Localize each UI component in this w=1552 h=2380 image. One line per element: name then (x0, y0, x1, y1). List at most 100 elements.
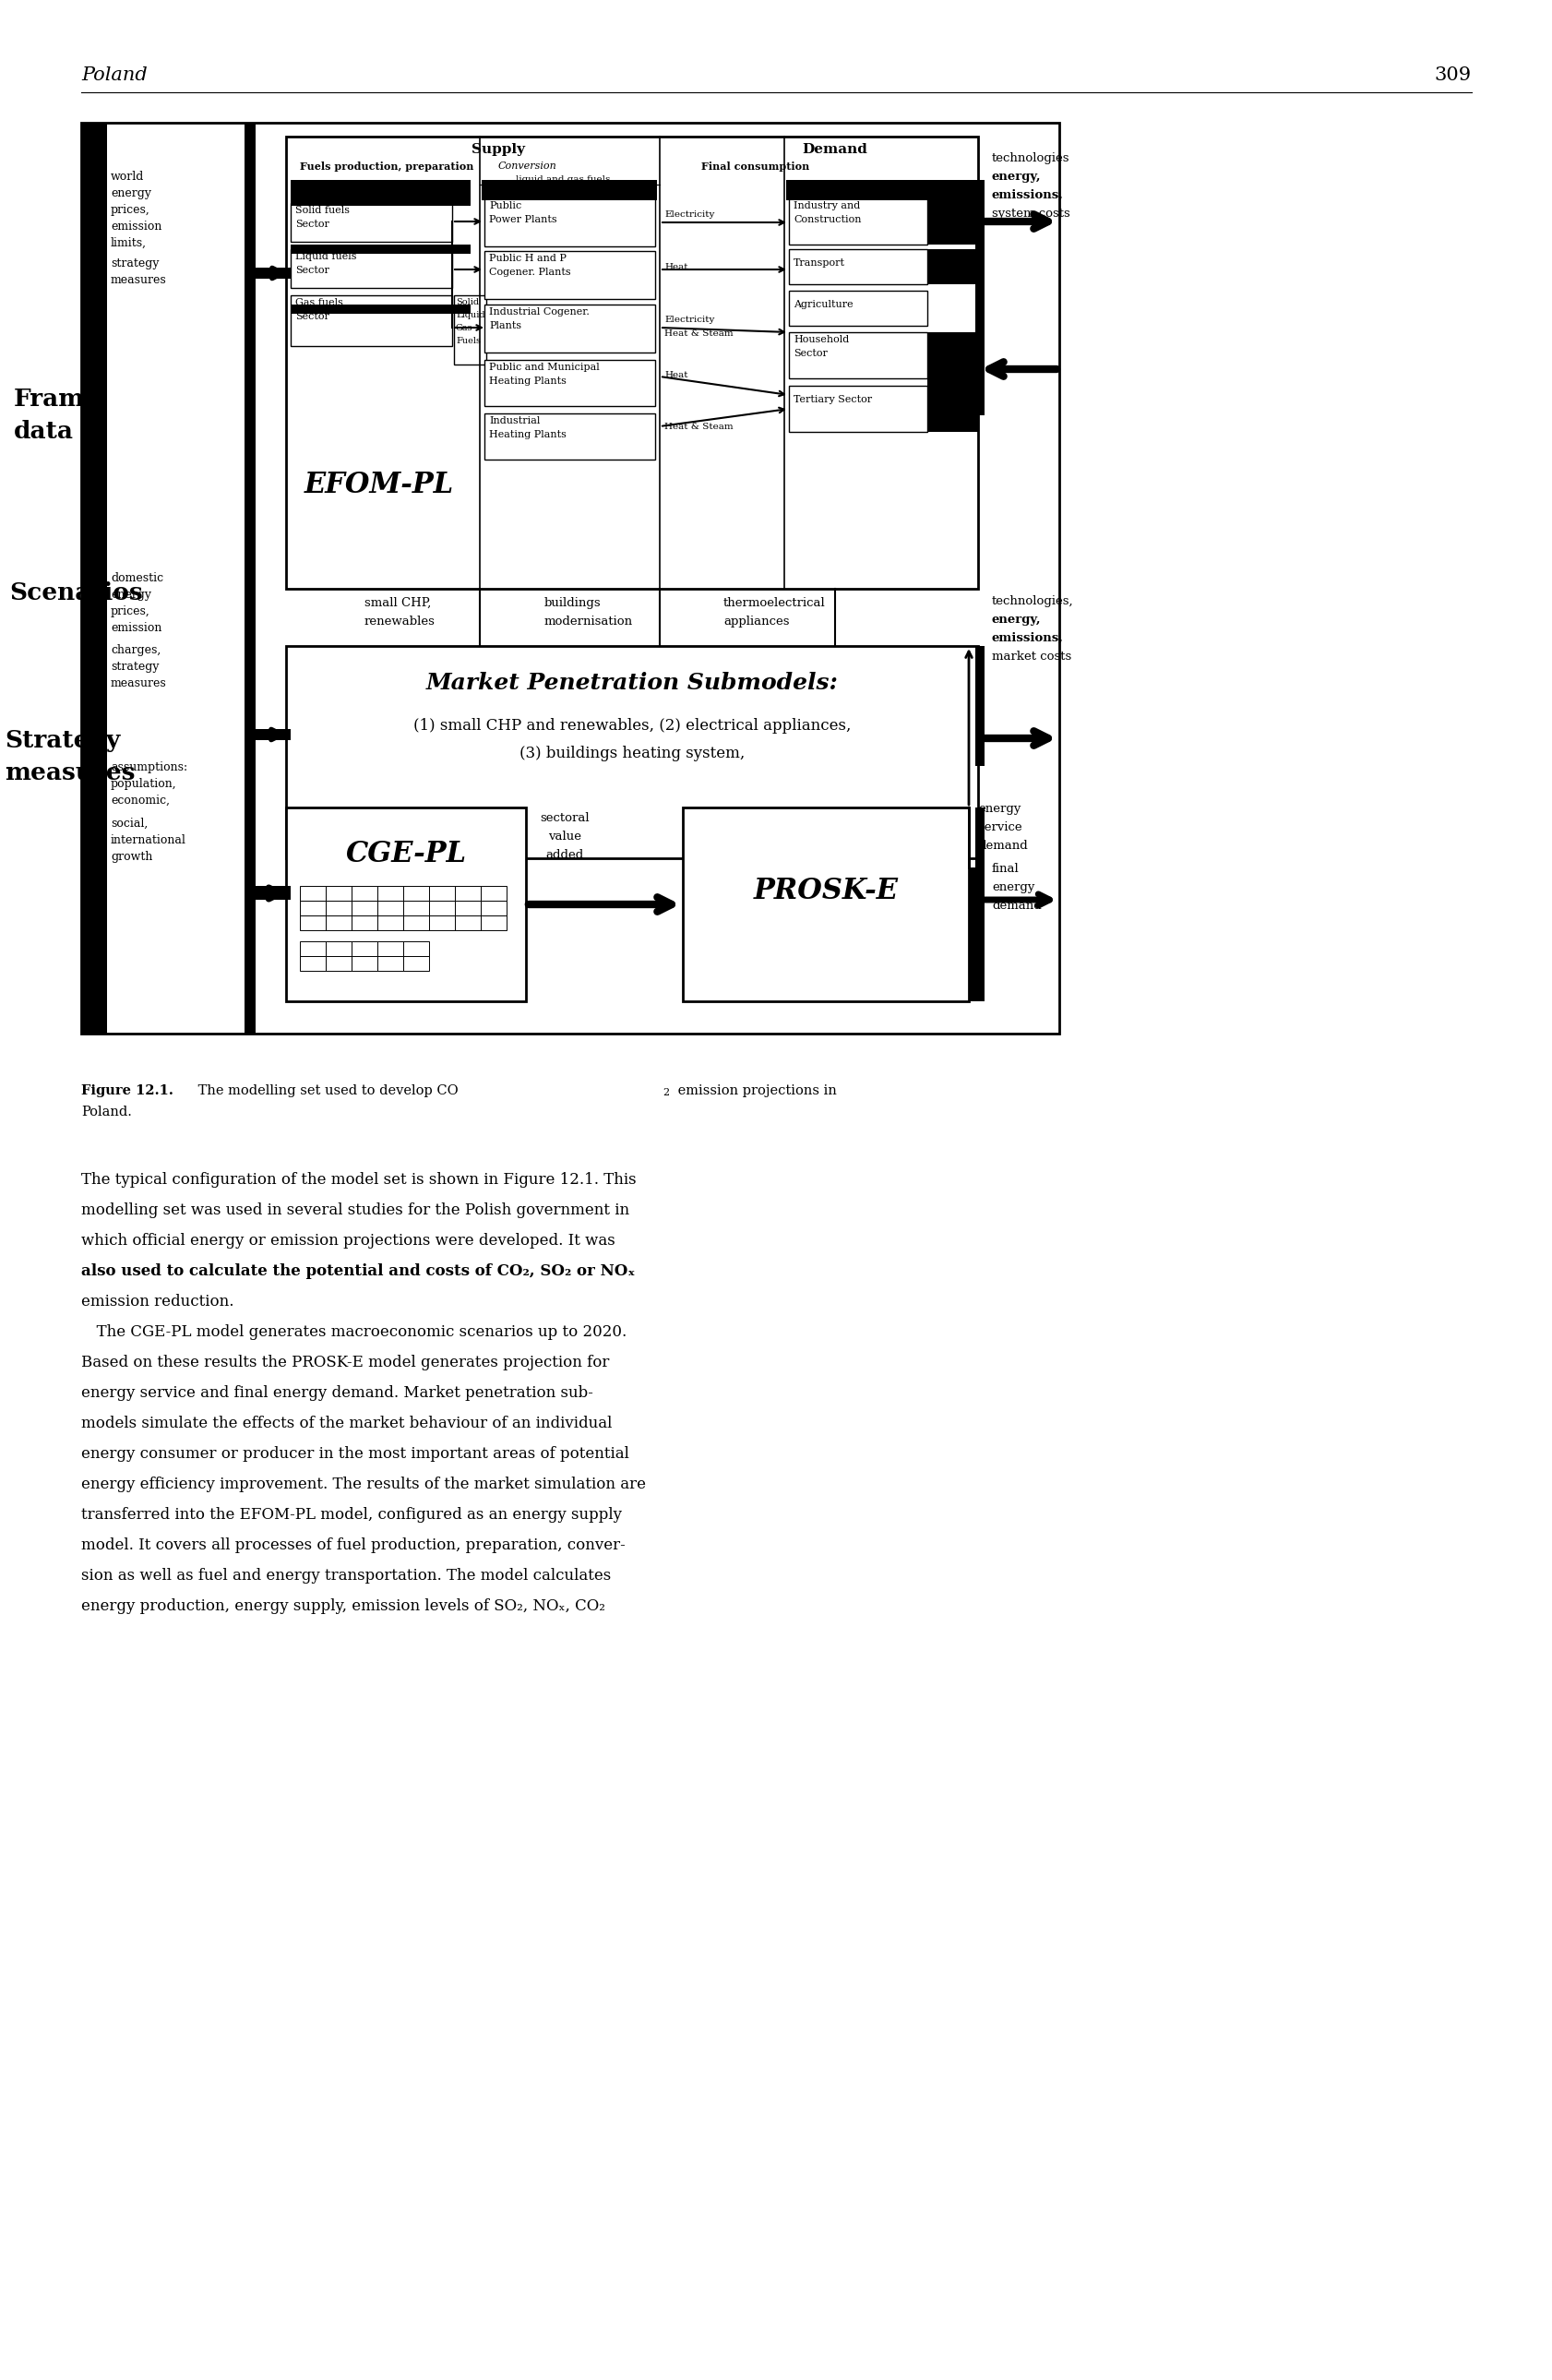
Text: Poland.: Poland. (81, 1107, 132, 1119)
Text: energy: energy (110, 188, 151, 200)
Text: model. It covers all processes of fuel production, preparation, conver-: model. It covers all processes of fuel p… (81, 1537, 625, 1554)
Text: emissions,: emissions, (992, 633, 1063, 645)
Bar (484, 305, 655, 352)
Bar (481, 916, 506, 931)
Text: renewables: renewables (365, 616, 435, 628)
Bar (428, 916, 455, 931)
Bar (290, 250, 452, 288)
Text: Public H and P: Public H and P (489, 255, 566, 264)
Text: measures: measures (110, 274, 166, 286)
Bar (351, 942, 377, 957)
Bar (326, 916, 351, 931)
Bar (484, 250, 655, 300)
Bar (351, 916, 377, 931)
Bar (481, 900, 506, 916)
Text: world: world (110, 171, 144, 183)
Text: prices,: prices, (110, 205, 151, 217)
Text: Heat: Heat (664, 371, 688, 378)
Text: social,: social, (110, 819, 147, 831)
Text: energy: energy (110, 588, 151, 600)
Text: modelling set was used in several studies for the Polish government in: modelling set was used in several studie… (81, 1202, 629, 1219)
Bar (788, 250, 927, 283)
Bar (927, 250, 978, 283)
Text: Household: Household (793, 336, 849, 345)
Text: added: added (545, 850, 584, 862)
Text: energy efficiency improvement. The results of the market simulation are: energy efficiency improvement. The resul… (81, 1476, 646, 1492)
Bar (455, 885, 481, 900)
Text: The CGE-PL model generates macroeconomic scenarios up to 2020.: The CGE-PL model generates macroeconomic… (81, 1323, 627, 1340)
Bar (453, 295, 486, 364)
Text: Strategy: Strategy (5, 728, 120, 752)
Text: Liquid: Liquid (456, 312, 484, 319)
Text: sion as well as fuel and energy transportation. The model calculates: sion as well as fuel and energy transpor… (81, 1568, 610, 1583)
Bar (244, 267, 290, 278)
Text: 309: 309 (1434, 67, 1471, 83)
Text: energy consumer or producer in the most important areas of potential: energy consumer or producer in the most … (81, 1447, 629, 1461)
Text: measures: measures (5, 762, 135, 785)
Text: 2: 2 (663, 1088, 669, 1097)
Text: Heating Plants: Heating Plants (489, 431, 566, 440)
Bar (377, 916, 404, 931)
Bar (484, 359, 655, 407)
Text: Power Plants: Power Plants (489, 214, 557, 224)
Text: domestic: domestic (110, 571, 163, 583)
Bar (404, 942, 428, 957)
Text: (3) buildings heating system,: (3) buildings heating system, (518, 745, 745, 762)
Bar (377, 885, 404, 900)
Text: Plants: Plants (489, 321, 521, 331)
Text: Electricity: Electricity (664, 317, 714, 324)
Text: market costs: market costs (992, 650, 1071, 662)
Text: thermoelectrical: thermoelectrical (723, 597, 826, 609)
Bar (286, 645, 978, 859)
Bar (351, 957, 377, 971)
Text: prices,: prices, (110, 605, 151, 616)
Bar (968, 866, 978, 1002)
Text: Electricity: Electricity (664, 209, 714, 219)
Text: appliances: appliances (723, 616, 788, 628)
Bar (484, 414, 655, 459)
Text: models simulate the effects of the market behaviour of an individual: models simulate the effects of the marke… (81, 1416, 611, 1430)
Text: growth: growth (110, 852, 152, 864)
Text: Industry and: Industry and (793, 202, 860, 209)
Bar (788, 198, 927, 245)
Bar (428, 885, 455, 900)
Text: sectoral: sectoral (540, 812, 590, 823)
Text: Based on these results the PROSK-E model generates projection for: Based on these results the PROSK-E model… (81, 1354, 608, 1371)
Text: Gas fuels: Gas fuels (295, 298, 343, 307)
Text: CGE-PL: CGE-PL (345, 840, 466, 869)
Text: small CHP,: small CHP, (365, 597, 431, 609)
Text: emissions,: emissions, (992, 188, 1063, 202)
Bar (975, 807, 984, 1002)
Bar (455, 916, 481, 931)
Bar (290, 202, 452, 243)
Text: Public: Public (489, 202, 521, 209)
Text: energy production, energy supply, emission levels of SO₂, NOₓ, CO₂: energy production, energy supply, emissi… (81, 1599, 605, 1614)
Bar (975, 181, 984, 414)
Text: Scenarios: Scenarios (9, 581, 143, 605)
Text: Sector: Sector (295, 267, 329, 276)
Bar (788, 333, 927, 378)
Bar (244, 124, 256, 1033)
Text: Industrial Cogener.: Industrial Cogener. (489, 307, 590, 317)
Bar (326, 900, 351, 916)
Text: Heat: Heat (664, 264, 688, 271)
Text: Market Penetration Submodels:: Market Penetration Submodels: (425, 671, 838, 695)
Text: energy,: energy, (992, 614, 1041, 626)
Text: Heat & Steam: Heat & Steam (664, 424, 733, 431)
Text: Solid: Solid (456, 298, 478, 307)
Text: The typical configuration of the model set is shown in Figure 12.1. This: The typical configuration of the model s… (81, 1171, 636, 1188)
Text: Liquid fuels: Liquid fuels (295, 252, 357, 262)
Text: technologies,: technologies, (992, 595, 1072, 607)
Bar (377, 957, 404, 971)
Text: emission projections in: emission projections in (674, 1085, 837, 1097)
Text: Construction: Construction (793, 214, 861, 224)
Text: Tertiary Sector: Tertiary Sector (793, 395, 872, 405)
Text: service: service (978, 821, 1021, 833)
Text: energy service and final energy demand. Market penetration sub-: energy service and final energy demand. … (81, 1385, 593, 1402)
Bar (351, 885, 377, 900)
Text: also used to calculate the potential and costs of CO₂, SO₂ or NOₓ: also used to calculate the potential and… (81, 1264, 635, 1278)
Text: energy,: energy, (992, 171, 1041, 183)
Bar (300, 942, 326, 957)
Text: strategy: strategy (110, 662, 158, 674)
Text: limits,: limits, (110, 238, 146, 250)
